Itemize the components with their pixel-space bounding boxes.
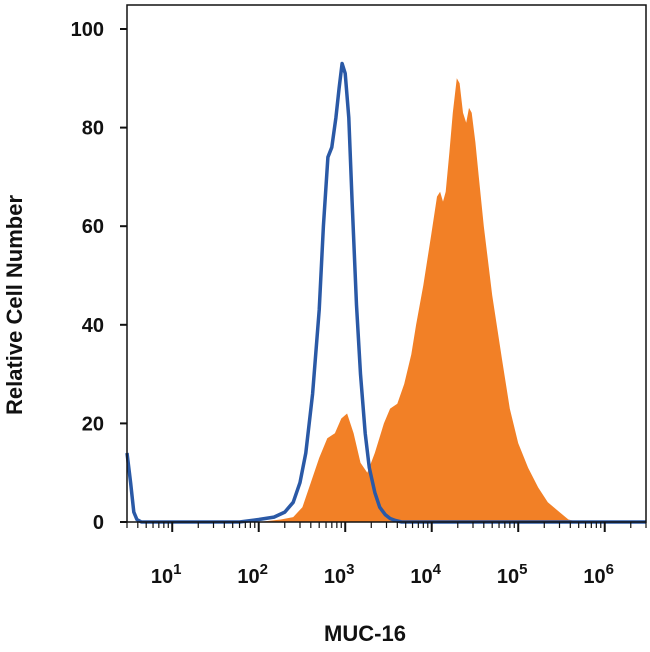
x-tick-label: 104 [410, 561, 441, 588]
y-axis: 0 20 40 60 80 100 [71, 19, 127, 534]
x-axis: 101 102 103 104 105 106 [126, 522, 647, 588]
series-layer [125, 61, 646, 524]
filled-histogram-series [127, 78, 646, 523]
x-tick-label: 105 [497, 561, 528, 588]
x-tick-label: 106 [583, 561, 614, 588]
y-tick-label: 0 [93, 512, 104, 534]
y-tick-label: 60 [82, 216, 104, 238]
x-tick-label: 102 [237, 561, 268, 588]
y-tick-label: 80 [82, 118, 104, 140]
y-tick-label: 100 [71, 19, 104, 41]
x-axis-title: MUC-16 [324, 621, 406, 646]
y-axis-title: Relative Cell Number [2, 195, 27, 416]
y-tick-label: 20 [82, 413, 104, 435]
y-tick-label: 40 [82, 315, 104, 337]
x-tick-label: 103 [324, 561, 355, 588]
x-tick-label: 101 [151, 561, 182, 588]
